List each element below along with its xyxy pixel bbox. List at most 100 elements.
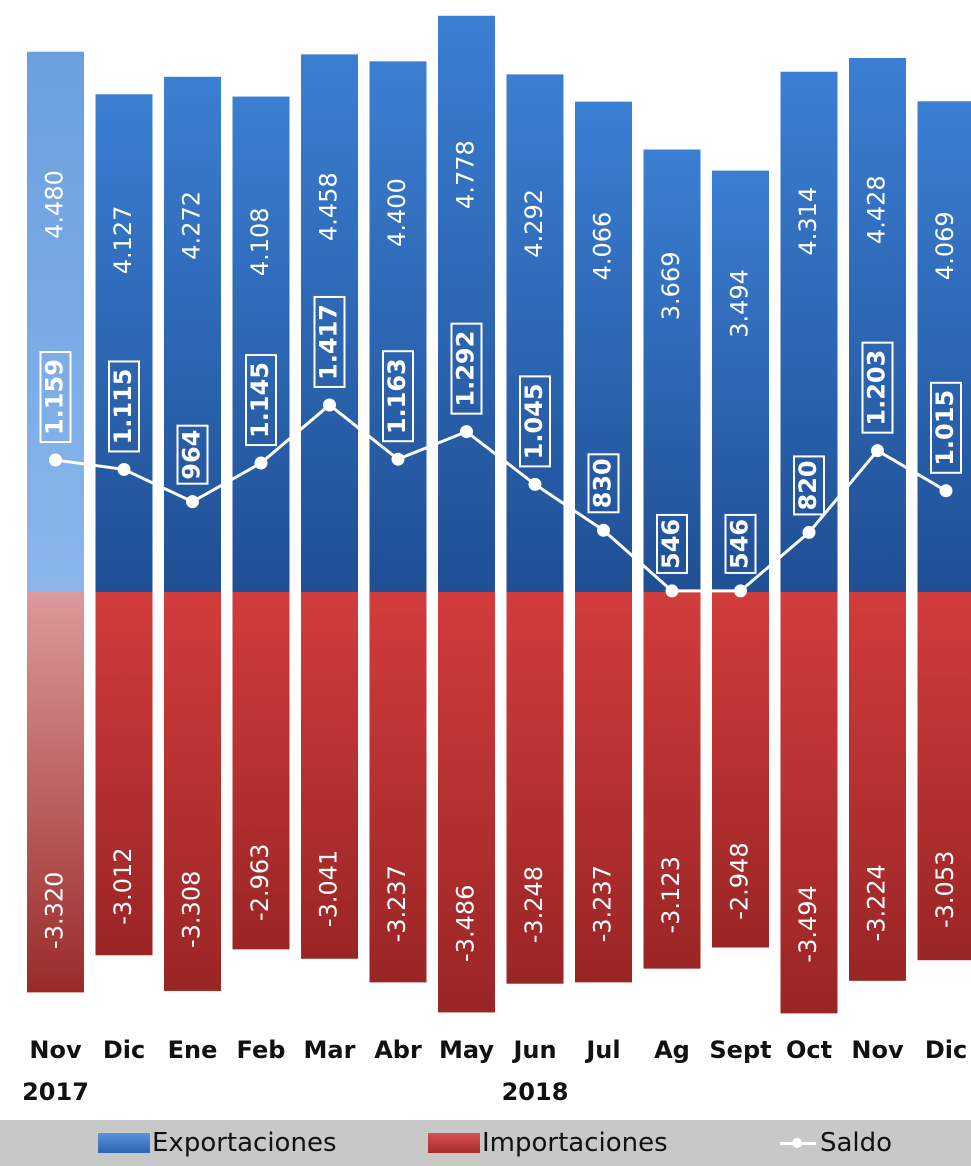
legend-swatch-imports [428, 1133, 480, 1153]
x-tick-label: Feb [237, 1036, 286, 1064]
saldo-value-label: 546 [657, 519, 685, 569]
import-value-label: -3.248 [520, 866, 548, 943]
import-value-label: -3.224 [863, 864, 891, 941]
import-bar [575, 592, 632, 983]
year-label: 2017 [22, 1078, 89, 1106]
x-axis: Nov Dic Ene Feb Mar Abr May Jun Jul Ag Sept Oct Nov D… [22, 1036, 967, 1106]
export-bar [369, 61, 427, 593]
saldo-point [597, 523, 610, 537]
import-value-label: -2.963 [246, 844, 274, 921]
saldo-label-box [382, 350, 414, 443]
import-value-label: -3.123 [657, 856, 685, 933]
saldo-point [802, 525, 816, 539]
x-tick-label: May [439, 1036, 494, 1064]
export-value-label: 4.458 [315, 172, 343, 241]
export-value-label: 4.778 [452, 140, 480, 209]
export-bar [27, 51, 84, 593]
saldo-point [254, 456, 268, 470]
imports-series: -3.320 -3.012 -3.308 -2.963 -3.041 -3.237 -3.4… [27, 592, 971, 1014]
import-value-label: -3.308 [178, 871, 206, 948]
x-tick-label: Nov [29, 1036, 82, 1064]
x-tick-label: Nov [851, 1036, 904, 1064]
saldo-labels: 1.159 1.115 964 1.145 1.417 1.163 1.292 1.045 83… [39, 295, 962, 574]
x-tick-label: Abr [374, 1036, 422, 1064]
x-tick-label: Oct [786, 1036, 832, 1064]
saldo-label-box [656, 513, 688, 574]
import-bar [95, 592, 153, 956]
export-value-label: 4.292 [520, 189, 548, 258]
saldo-line [55, 403, 947, 593]
import-bar [301, 592, 358, 959]
export-value-label: 4.066 [589, 212, 617, 281]
legend-item-imports: Importaciones [428, 1120, 668, 1166]
legend-swatch-exports [98, 1133, 150, 1153]
x-tick-label: Sept [709, 1036, 771, 1064]
export-bar [164, 76, 221, 592]
import-bar [643, 592, 701, 969]
export-value-label: 4.127 [109, 206, 137, 275]
export-value-label: 4.272 [178, 191, 206, 260]
export-bar [301, 54, 358, 593]
saldo-point [117, 462, 131, 476]
x-tick-label: Jul [584, 1036, 620, 1064]
saldo-label-box [587, 453, 620, 514]
saldo-point [734, 584, 747, 598]
export-bar [712, 170, 769, 592]
export-bar [643, 149, 701, 592]
exports-series: 4.480 4.127 4.272 4.108 4.458 4.400 4.778 4.292… [27, 15, 971, 593]
x-tick-label: Dic [925, 1036, 967, 1064]
saldo-label-box [39, 351, 72, 444]
saldo-value-label: 1.163 [383, 358, 411, 434]
import-bar [712, 592, 769, 948]
import-bar [369, 592, 427, 983]
legend-label-imports: Importaciones [482, 1128, 668, 1158]
legend: Exportaciones Importaciones Saldo [0, 1120, 971, 1166]
import-bar [27, 592, 84, 993]
saldo-value-label: 964 [178, 430, 206, 480]
saldo-point [939, 484, 953, 498]
import-value-label: -3.237 [589, 865, 617, 942]
saldo-point [528, 477, 542, 491]
legend-label-saldo: Saldo [820, 1128, 893, 1158]
import-value-label: -3.053 [931, 851, 959, 928]
saldo-point [186, 495, 199, 509]
import-value-label: -3.320 [41, 872, 69, 949]
import-bar [506, 592, 564, 984]
export-bar [849, 57, 906, 592]
saldo-value-label: 1.203 [863, 350, 891, 426]
saldo-value-label: 546 [726, 519, 754, 569]
export-value-label: 3.669 [657, 251, 685, 320]
export-value-label: 4.069 [931, 211, 959, 280]
saldo-series [49, 398, 953, 598]
export-bar [917, 101, 971, 593]
x-tick-label: Ag [654, 1036, 690, 1064]
saldo-label-box [108, 360, 140, 453]
saldo-value-label: 1.115 [109, 368, 137, 444]
saldo-label-box [176, 424, 209, 485]
saldo-point [391, 452, 405, 466]
saldo-value-label: 820 [794, 460, 822, 510]
saldo-point [665, 584, 679, 598]
legend-item-exports: Exportaciones [98, 1120, 337, 1166]
saldo-point [323, 398, 336, 412]
export-value-label: 4.314 [794, 187, 822, 256]
saldo-point [871, 444, 884, 458]
x-tick-label: Mar [304, 1036, 356, 1064]
import-value-label: -3.041 [315, 850, 343, 927]
export-value-label: 4.108 [246, 207, 274, 276]
saldo-label-box [519, 375, 551, 468]
import-value-label: -3.486 [452, 885, 480, 962]
saldo-value-label: 1.417 [315, 304, 343, 380]
export-bar [506, 74, 564, 592]
legend-label-exports: Exportaciones [152, 1128, 337, 1158]
import-value-label: -3.237 [383, 865, 411, 942]
x-tick-label: Jun [511, 1036, 556, 1064]
import-bar [232, 592, 290, 950]
saldo-point [49, 453, 62, 467]
saldo-label-box [450, 322, 483, 415]
saldo-label-box [724, 513, 757, 574]
import-value-label: -3.494 [794, 885, 822, 962]
legend-item-saldo: Saldo [780, 1120, 892, 1166]
trade-balance-chart: 4.480 4.127 4.272 4.108 4.458 4.400 4.778 4.292… [22, 15, 971, 1106]
